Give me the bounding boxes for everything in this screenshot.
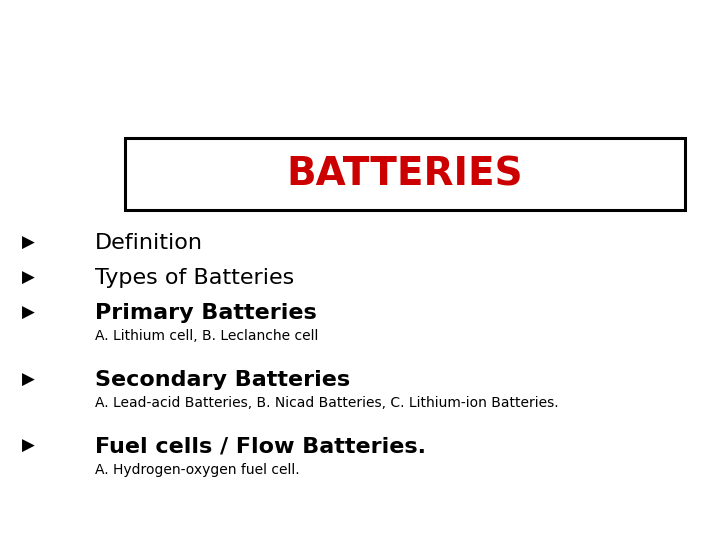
Text: ▶: ▶	[22, 437, 35, 455]
Text: ▶: ▶	[22, 304, 35, 322]
Text: Types of Batteries: Types of Batteries	[95, 268, 294, 288]
Text: ▶: ▶	[22, 269, 35, 287]
Text: ▶: ▶	[22, 234, 35, 252]
Bar	[125, 138, 685, 210]
Text: A. Hydrogen-oxygen fuel cell.: A. Hydrogen-oxygen fuel cell.	[95, 463, 300, 477]
Text: A. Lead-acid Batteries, B. Nicad Batteries, C. Lithium-ion Batteries.: A. Lead-acid Batteries, B. Nicad Batteri…	[95, 396, 559, 410]
Text: ▶: ▶	[22, 371, 35, 389]
Text: Definition: Definition	[95, 233, 203, 253]
Text: Fuel cells / Flow Batteries.: Fuel cells / Flow Batteries.	[95, 436, 426, 456]
Text: A. Lithium cell, B. Leclanche cell: A. Lithium cell, B. Leclanche cell	[95, 329, 318, 343]
Text: Primary Batteries: Primary Batteries	[95, 303, 317, 323]
Text: BATTERIES: BATTERIES	[287, 155, 523, 193]
Text: Secondary Batteries: Secondary Batteries	[95, 370, 350, 390]
